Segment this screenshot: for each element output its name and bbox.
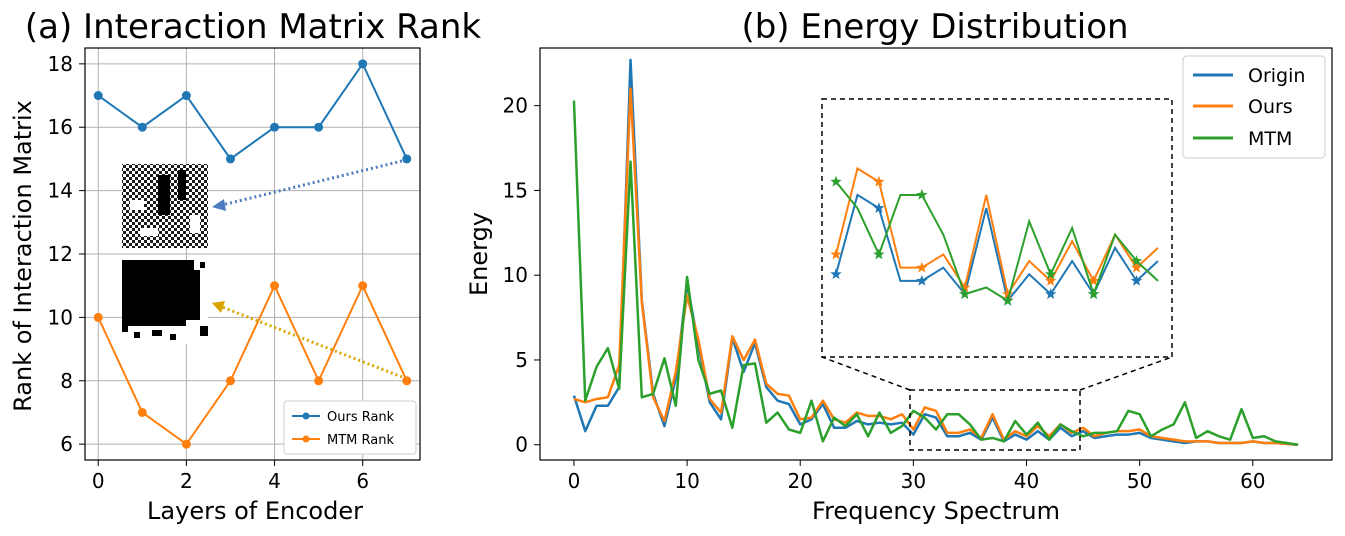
inset-series-marker-1 — [1130, 261, 1143, 273]
rank-series-point-1 — [93, 312, 103, 322]
inset-series-marker-1 — [1087, 274, 1100, 286]
inset-series-marker-1 — [959, 281, 971, 293]
rank-chart-ytick-label: 14 — [48, 179, 73, 203]
rank-series-point-1 — [225, 376, 235, 386]
energy-chart-ytick-label: 5 — [515, 348, 528, 372]
zoom-connector-left — [821, 356, 911, 391]
zoom-region-box — [909, 389, 1081, 451]
rank-series-point-0 — [270, 122, 280, 132]
mtm-rank-annotation-arrow — [212, 301, 403, 379]
inset-series-marker-2 — [1130, 255, 1143, 266]
rank-chart-ylabel: Rank of Interaction Matrix — [9, 100, 37, 412]
zoom-inset-plot — [830, 166, 1159, 306]
rank-chart-title: (a) Interaction Matrix Rank — [25, 7, 482, 47]
rank-series-point-0 — [225, 154, 235, 164]
zoom-connector-right — [1079, 356, 1173, 391]
inset-series-marker-2 — [959, 288, 971, 299]
zoom-inset-frame — [821, 98, 1173, 358]
ours-rank-annotation-arrow — [212, 159, 403, 211]
rank-series-point-1 — [137, 407, 147, 417]
rank-series-point-1 — [270, 281, 280, 291]
rank-series-point-0 — [358, 59, 368, 69]
rank-series-point-1 — [358, 281, 368, 291]
inset-series-marker-2 — [1045, 268, 1057, 280]
inset-series-marker-2 — [873, 248, 885, 260]
energy-chart-ytick-label: 20 — [503, 94, 528, 118]
rank-chart-xtick-label: 6 — [356, 469, 369, 493]
rank-series-point-0 — [137, 122, 147, 132]
inset-series-marker-0 — [1045, 288, 1057, 299]
zoom-inset — [821, 98, 1173, 358]
inset-series-marker-0 — [916, 274, 928, 286]
inset-series-marker-1 — [1002, 288, 1014, 299]
energy-chart: (b) Energy Distribution 0 10 20 30 40 50 60 0 5 1… — [465, 7, 1333, 525]
rank-chart-ytick-label: 18 — [48, 52, 73, 76]
inset-series-line-0 — [835, 193, 1159, 303]
rank-series-point-0 — [93, 91, 103, 101]
ours-interaction-matrix-image — [122, 164, 208, 248]
energy-chart-title: (b) Energy Distribution — [741, 7, 1128, 47]
energy-chart-xtick-label: 20 — [788, 469, 813, 493]
rank-series-line-0 — [97, 61, 408, 161]
rank-series-point-1 — [314, 376, 324, 386]
rank-chart-ytick-label: 8 — [60, 369, 73, 393]
inset-series-marker-2 — [1002, 294, 1014, 306]
energy-chart-xtick-label: 40 — [1014, 469, 1039, 493]
energy-chart-ytick-label: 0 — [515, 433, 528, 457]
inset-series-marker-1 — [916, 261, 928, 273]
energy-chart-xtick-label: 50 — [1127, 469, 1152, 493]
inset-series-marker-1 — [830, 248, 842, 260]
legend-mtm: MTM — [1248, 128, 1292, 150]
rank-chart-xtick-label: 2 — [180, 469, 193, 493]
rank-chart-xtick-label: 4 — [268, 469, 281, 493]
energy-chart-xlabel: Frequency Spectrum — [812, 497, 1060, 525]
rank-chart-ticks: 0 2 4 6 6 8 10 12 14 16 18 — [48, 52, 370, 493]
inset-series-marker-1 — [1045, 274, 1057, 286]
legend-ours-rank: Ours Rank — [327, 410, 395, 425]
rank-chart: (a) Interaction Matrix Rank 0 2 4 6 6 8 10 12 14… — [9, 7, 481, 525]
inset-series-marker-0 — [1130, 274, 1143, 286]
rank-chart-frame — [84, 47, 421, 461]
energy-chart-frame — [539, 47, 1333, 461]
energy-chart-plot-area — [572, 58, 1299, 446]
energy-chart-xtick-label: 0 — [568, 469, 581, 493]
energy-chart-ytick-label: 10 — [503, 263, 528, 287]
energy-chart-legend: Origin Ours MTM — [1182, 55, 1326, 159]
energy-chart-xtick-label: 30 — [901, 469, 926, 493]
rank-chart-ytick-label: 10 — [48, 305, 73, 329]
mtm-interaction-matrix-image — [122, 260, 208, 344]
rank-series-point-0 — [314, 122, 324, 132]
energy-chart-ylabel: Energy — [465, 212, 493, 296]
energy-chart-ticks: 0 10 20 30 40 50 60 0 5 10 15 20 — [503, 94, 1266, 493]
rank-series-point-1 — [402, 376, 412, 386]
energy-chart-xtick-label: 10 — [674, 469, 699, 493]
inset-series-marker-2 — [1087, 288, 1100, 299]
inset-series-marker-0 — [873, 202, 885, 213]
rank-chart-xlabel: Layers of Encoder — [147, 497, 363, 525]
inset-series-marker-1 — [873, 175, 885, 187]
rank-series-line-1 — [97, 283, 408, 446]
rank-chart-xtick-label: 0 — [92, 469, 105, 493]
rank-series-point-1 — [181, 439, 191, 449]
rank-series-point-0 — [402, 154, 412, 164]
inset-series-marker-0 — [830, 268, 842, 280]
inset-series-marker-2 — [916, 188, 928, 200]
rank-chart-grid — [85, 48, 420, 460]
legend-mtm-rank: MTM Rank — [327, 433, 394, 448]
rank-chart-ytick-label: 16 — [48, 115, 73, 139]
rank-series-point-0 — [181, 91, 191, 101]
inset-series-line-2 — [835, 181, 1159, 303]
energy-series-line-2 — [572, 100, 1299, 446]
rank-chart-plot-area — [93, 59, 412, 449]
energy-chart-ytick-label: 15 — [503, 178, 528, 202]
legend-ours: Ours — [1248, 96, 1293, 118]
legend-origin: Origin — [1248, 65, 1305, 87]
rank-chart-ytick-label: 6 — [60, 432, 73, 456]
rank-chart-ytick-label: 12 — [48, 242, 73, 266]
inset-series-marker-2 — [830, 175, 842, 187]
energy-chart-xtick-label: 60 — [1240, 469, 1265, 493]
rank-chart-legend: Ours Rank MTM Rank — [283, 400, 417, 455]
